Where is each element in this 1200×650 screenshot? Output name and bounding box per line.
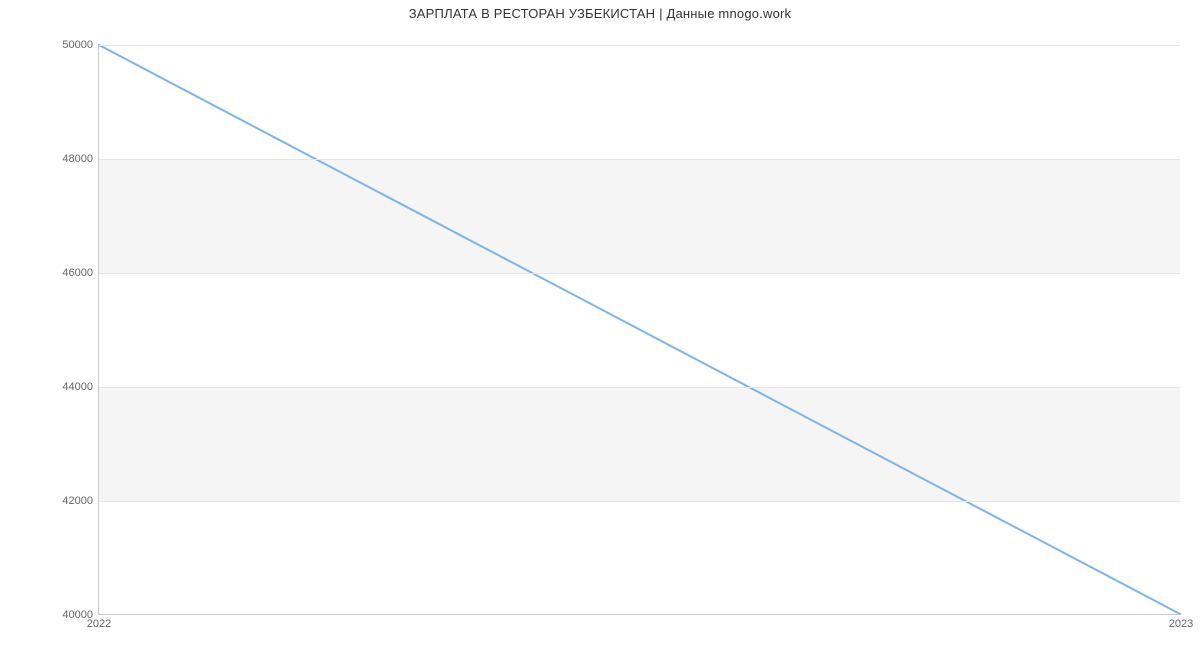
y-tick-label: 50000 — [62, 39, 93, 51]
y-gridline — [99, 387, 1180, 388]
chart-title: ЗАРПЛАТА В РЕСТОРАН УЗБЕКИСТАН | Данные … — [0, 6, 1200, 21]
y-tick-label: 46000 — [62, 267, 93, 279]
y-gridline — [99, 273, 1180, 274]
y-gridline — [99, 501, 1180, 502]
y-gridline — [99, 159, 1180, 160]
y-tick-label: 42000 — [62, 495, 93, 507]
y-tick-label: 48000 — [62, 153, 93, 165]
x-tick-label: 2022 — [87, 618, 111, 630]
series-line-salary — [99, 45, 1180, 614]
plot-area: 40000420004400046000480005000020222023 — [98, 45, 1180, 615]
salary-chart: ЗАРПЛАТА В РЕСТОРАН УЗБЕКИСТАН | Данные … — [0, 0, 1200, 650]
x-tick-label: 2023 — [1169, 618, 1193, 630]
line-layer — [99, 45, 1180, 614]
y-gridline — [99, 45, 1180, 46]
y-tick-label: 44000 — [62, 381, 93, 393]
